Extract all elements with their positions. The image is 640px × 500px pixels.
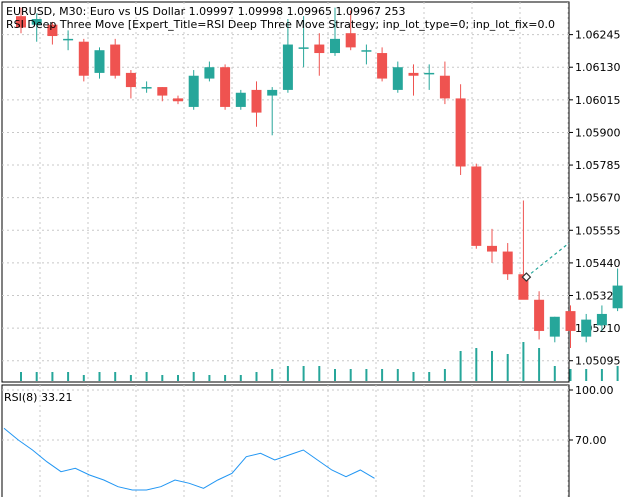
candle-bull <box>424 72 435 75</box>
price-tick-label: 1.05325 <box>575 290 621 303</box>
candle-bear <box>377 53 388 79</box>
candle-bear <box>471 166 482 246</box>
rsi-plot-frame <box>1 384 570 500</box>
candle-bear <box>173 98 183 102</box>
candle-bull <box>596 313 607 326</box>
candle-bull <box>63 38 74 41</box>
candle-bull <box>235 92 246 107</box>
candle-bear <box>345 33 356 48</box>
candle-bull <box>267 89 278 96</box>
main-plot-frame <box>1 1 570 383</box>
price-tick-label: 1.05555 <box>575 224 621 237</box>
candle-bear <box>78 41 89 76</box>
candle-bear <box>502 251 513 275</box>
price-tick-label: 1.06245 <box>575 29 621 42</box>
candle-bear <box>16 16 26 28</box>
candle-bear <box>439 75 450 99</box>
candle-bear <box>455 98 466 167</box>
candle-bear <box>487 245 497 252</box>
candle-bull <box>141 87 152 89</box>
candle-bear <box>251 89 262 113</box>
price-tick-label: 1.06015 <box>575 94 621 107</box>
trade-signal-line <box>526 242 570 278</box>
candle-bear <box>518 274 529 300</box>
candle-bull <box>298 47 309 49</box>
candle-bear <box>220 67 231 107</box>
chart-header-symbol: EURUSD, M30: Euro vs US Dollar 1.09997 1… <box>6 5 406 18</box>
candle-bull <box>581 319 592 337</box>
candle-bull <box>392 67 403 90</box>
candle-bear <box>565 311 576 331</box>
candle-bear <box>408 72 419 76</box>
chart-header-expert: RSI Deep Three Move [Expert_Title=RSI De… <box>6 18 556 31</box>
rsi-tick-label: 100.00 <box>575 384 614 397</box>
candle-bull <box>612 285 623 309</box>
price-tick-label: 1.05785 <box>575 159 621 172</box>
candle-bear <box>534 299 545 331</box>
candle-bear <box>110 44 121 76</box>
price-tick-label: 1.06130 <box>575 61 621 74</box>
rsi-label: RSI(8) 33.21 <box>4 391 73 404</box>
candle-bull <box>549 316 560 337</box>
candle-bear <box>157 87 168 96</box>
candle-bull <box>282 44 293 90</box>
candle-bull <box>94 50 105 73</box>
rsi-tick-label: 70.00 <box>575 434 607 447</box>
price-tick-label: 1.05095 <box>575 355 621 368</box>
rsi-line <box>3 427 375 491</box>
price-tick-label: 1.05900 <box>575 126 621 139</box>
candle-bull <box>204 67 215 79</box>
candle-bull <box>188 75 199 107</box>
candle-bear <box>314 44 325 54</box>
price-tick-label: 1.05670 <box>575 192 621 205</box>
candle-bear <box>125 72 136 88</box>
candle-bull <box>361 50 372 52</box>
candle-bull <box>330 38 340 54</box>
candle-bull <box>31 19 42 25</box>
price-tick-label: 1.05440 <box>575 257 621 270</box>
trade-entry-marker <box>521 272 532 282</box>
candle-bear <box>47 24 58 37</box>
